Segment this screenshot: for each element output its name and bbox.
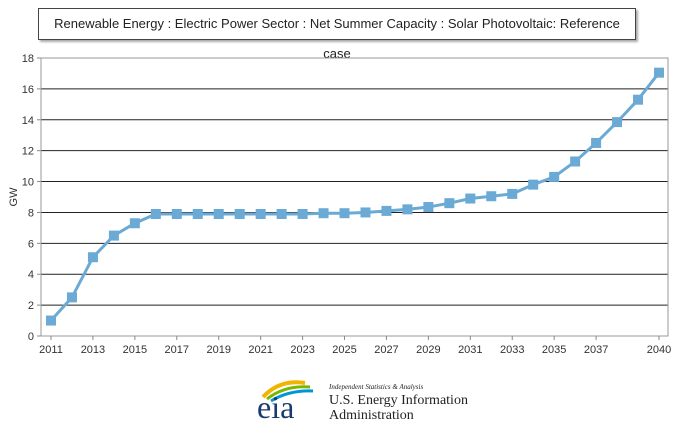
data-point [297, 208, 308, 219]
data-point [423, 202, 434, 213]
data-point [570, 156, 581, 167]
x-tick-label: 2025 [332, 344, 356, 356]
data-point [465, 193, 476, 204]
data-point [171, 208, 182, 219]
data-point [87, 252, 98, 263]
x-tick-label: 2035 [542, 344, 566, 356]
logo-mark: eia [257, 389, 295, 425]
eia-logo: eia Independent Statistics & Analysis U.… [255, 377, 495, 425]
data-point [46, 315, 56, 326]
plot-area [40, 57, 669, 337]
series-line [49, 71, 661, 322]
data-point [612, 117, 623, 128]
data-point [276, 208, 287, 219]
x-tick-label: 2027 [374, 344, 398, 356]
data-point [213, 208, 224, 219]
data-point [486, 191, 497, 202]
y-tick-label: 6 [28, 238, 34, 250]
data-point [633, 94, 644, 105]
x-tick-label: 2023 [290, 344, 314, 356]
x-tick-label: 2013 [81, 344, 105, 356]
data-point [381, 205, 392, 216]
data-point [402, 204, 413, 215]
x-tick-label: 2040 [647, 344, 671, 356]
line-chart: 0 2 4 6 8 10 12 14 16 18 2011 2013 2015 2017 2019 2021 2… [8, 53, 671, 356]
data-point [654, 67, 664, 78]
data-point [192, 208, 203, 219]
data-point [234, 208, 245, 219]
logo-name-line2: Administration [329, 408, 414, 423]
x-tick-label: 2021 [248, 344, 272, 356]
data-point [591, 137, 602, 148]
data-point [339, 208, 350, 219]
y-tick-label: 10 [22, 177, 34, 189]
y-tick-label: 8 [28, 207, 34, 219]
data-point [150, 208, 161, 219]
data-point [129, 218, 140, 229]
data-point [255, 208, 266, 219]
x-tick-label: 2029 [416, 344, 440, 356]
data-point [360, 207, 371, 218]
data-point [108, 230, 119, 241]
data-point [444, 198, 455, 209]
y-tick-label: 4 [28, 269, 34, 281]
data-point [66, 292, 77, 303]
x-tick-label: 2031 [458, 344, 482, 356]
logo-name-line1: U.S. Energy Information [329, 393, 468, 408]
logo-tagline: Independent Statistics & Analysis [329, 383, 424, 391]
y-tick-label: 2 [28, 300, 34, 312]
data-point [528, 179, 539, 190]
x-tick-label: 2037 [584, 344, 608, 356]
data-point [507, 188, 518, 199]
x-tick-label: 2033 [500, 344, 524, 356]
eia-swoosh-icon [261, 380, 314, 403]
x-tick-label: 2011 [39, 344, 63, 356]
x-tick-label: 2019 [206, 344, 230, 356]
y-tick-label: 18 [22, 53, 34, 65]
x-tick-label: 2017 [165, 344, 189, 356]
chart-title: Renewable Energy : Electric Power Sector… [38, 8, 636, 61]
y-tick-label: 12 [22, 146, 34, 158]
y-axis-label: GW [8, 187, 20, 207]
data-point [318, 208, 329, 219]
x-tick-label: 2015 [123, 344, 147, 356]
y-tick-label: 14 [22, 115, 34, 127]
data-point [549, 171, 560, 182]
y-tick-label: 0 [28, 331, 34, 343]
y-tick-label: 16 [22, 84, 34, 96]
